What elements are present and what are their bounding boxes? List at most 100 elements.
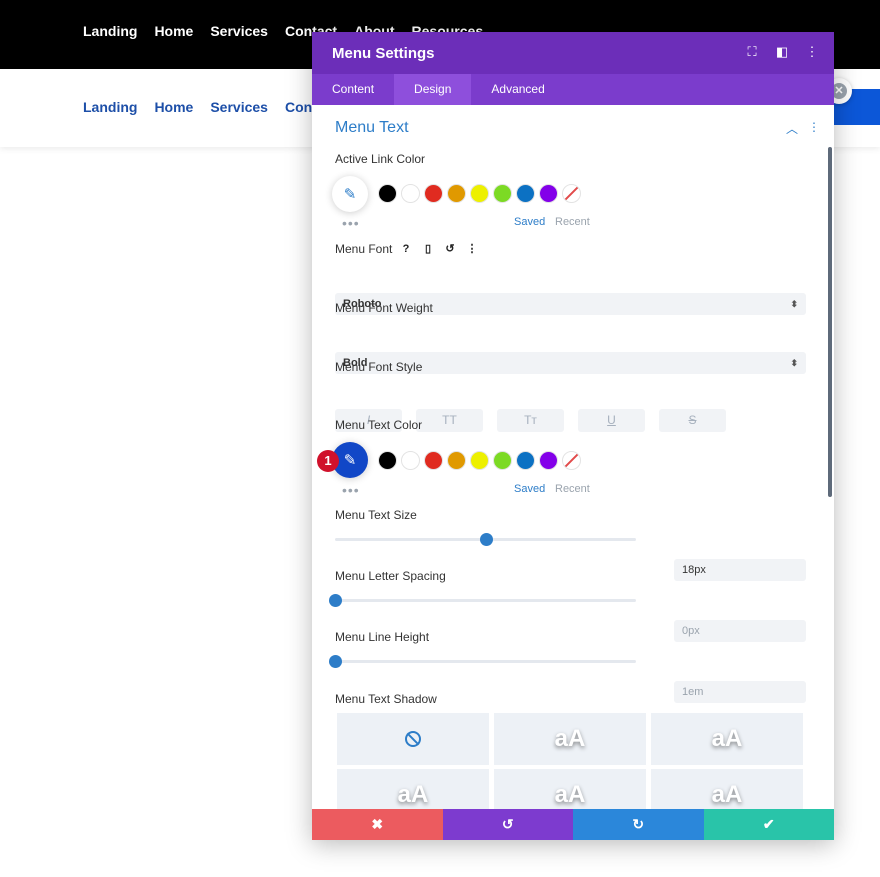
- reset-icon[interactable]: ↺: [445, 243, 455, 255]
- section-more-icon[interactable]: ⋮: [808, 120, 820, 134]
- more-colors-icon[interactable]: •••: [342, 215, 360, 231]
- cancel-button[interactable]: ✖: [312, 809, 443, 840]
- menu-letter-spacing-input[interactable]: 0px: [674, 620, 806, 642]
- eyedropper-icon: ✎: [343, 186, 357, 203]
- modal-header-actions: ⛶ ◧ ⋮: [744, 44, 820, 60]
- active-link-color-picker[interactable]: ✎: [332, 176, 368, 212]
- menu-text-size-input[interactable]: 18px: [674, 559, 806, 581]
- menu-line-height-input[interactable]: 1em: [674, 681, 806, 703]
- uppercase-button[interactable]: TT: [416, 409, 483, 432]
- help-icon[interactable]: ?: [402, 243, 410, 255]
- top-nav-item[interactable]: Home: [154, 23, 194, 39]
- menu-font-value: Roboto: [343, 298, 382, 310]
- menu-letter-spacing-label: Menu Letter Spacing: [335, 569, 446, 583]
- undo-button[interactable]: ↺: [442, 809, 573, 840]
- menu-text-shadow-label: Menu Text Shadow: [335, 692, 437, 706]
- color-swatch[interactable]: [493, 184, 512, 203]
- color-swatch[interactable]: [401, 184, 420, 203]
- color-swatch[interactable]: [424, 451, 443, 470]
- modal-footer: ✖ ↺ ↻ ✔: [312, 809, 834, 840]
- slider-handle[interactable]: [329, 655, 342, 668]
- tab-advanced[interactable]: Advanced: [491, 82, 545, 96]
- select-arrow-icon: ⬍: [790, 358, 798, 368]
- menu-line-height-label: Menu Line Height: [335, 630, 430, 644]
- section-title[interactable]: Menu Text: [335, 119, 409, 136]
- scrollbar[interactable]: [828, 147, 832, 497]
- underline-button[interactable]: U: [578, 409, 645, 432]
- menu-font-weight-value: Bold: [343, 357, 368, 369]
- color-swatch[interactable]: [424, 184, 443, 203]
- slider-handle[interactable]: [329, 594, 342, 607]
- no-color-swatch[interactable]: [562, 451, 581, 470]
- recent-colors-tab[interactable]: Recent: [555, 483, 590, 495]
- menu-font-label: Menu Font: [335, 242, 393, 256]
- sub-nav-item[interactable]: Services: [210, 99, 268, 115]
- color-swatch[interactable]: [470, 184, 489, 203]
- select-arrow-icon: ⬍: [790, 299, 798, 309]
- strikethrough-button[interactable]: S: [659, 409, 726, 432]
- top-nav-item[interactable]: Services: [210, 23, 268, 39]
- shadow-preview-text: aA: [554, 725, 586, 752]
- modal-header: Menu Settings ⛶ ◧ ⋮: [312, 32, 834, 74]
- step-badge: 1: [317, 450, 339, 472]
- section-controls: ︿ ⋮: [786, 120, 820, 137]
- shadow-preset[interactable]: aA: [494, 769, 646, 809]
- sub-nav-item[interactable]: Home: [154, 99, 194, 115]
- fullscreen-icon[interactable]: ⛶: [747, 44, 757, 59]
- shadow-preset[interactable]: aA: [651, 713, 803, 765]
- chevron-up-icon[interactable]: ︿: [785, 122, 798, 136]
- no-color-swatch[interactable]: [562, 184, 581, 203]
- responsive-icon[interactable]: ▯: [424, 243, 432, 255]
- menu-font-weight-label: Menu Font Weight: [335, 301, 433, 315]
- shadow-preset-none[interactable]: [337, 713, 489, 765]
- modal-tabs: Content Design Advanced: [312, 74, 834, 105]
- shadow-preset[interactable]: aA: [337, 769, 489, 809]
- color-swatch[interactable]: [470, 451, 489, 470]
- color-swatch[interactable]: [539, 451, 558, 470]
- top-nav-item[interactable]: Landing: [83, 23, 138, 39]
- color-swatch[interactable]: [516, 451, 535, 470]
- saved-colors-tab[interactable]: Saved: [514, 483, 546, 495]
- color-swatch[interactable]: [493, 451, 512, 470]
- eyedropper-icon: ✎: [343, 452, 357, 469]
- saved-colors-tab[interactable]: Saved: [514, 216, 546, 228]
- color-swatch[interactable]: [447, 451, 466, 470]
- menu-letter-spacing-slider[interactable]: [329, 594, 636, 607]
- color-swatch[interactable]: [378, 184, 397, 203]
- sub-nav-item[interactable]: Landing: [83, 99, 138, 115]
- more-options-icon[interactable]: ⋮: [805, 44, 819, 59]
- color-swatch[interactable]: [447, 184, 466, 203]
- more-colors-icon[interactable]: •••: [342, 482, 360, 498]
- save-button[interactable]: ✔: [703, 809, 834, 840]
- shadow-preset[interactable]: aA: [494, 713, 646, 765]
- menu-font-weight-select[interactable]: Bold ⬍: [335, 352, 806, 374]
- shadow-preset[interactable]: aA: [651, 769, 803, 809]
- menu-text-size-label: Menu Text Size: [335, 508, 417, 522]
- slider-handle[interactable]: [479, 533, 493, 546]
- font-more-icon[interactable]: ⋮: [466, 243, 478, 255]
- menu-font-select[interactable]: Roboto ⬍: [335, 293, 806, 315]
- menu-line-height-slider[interactable]: [329, 655, 636, 668]
- shadow-preview-text: aA: [397, 781, 429, 808]
- redo-button[interactable]: ↻: [573, 809, 704, 840]
- text-shadow-presets: aA aA aA aA aA: [337, 713, 803, 809]
- capitalize-button[interactable]: Tт: [497, 409, 564, 432]
- sub-nav: Landing Home Services Contact: [83, 99, 337, 115]
- italic-button[interactable]: I: [335, 409, 402, 432]
- tab-design[interactable]: Design: [394, 74, 472, 105]
- color-swatch[interactable]: [516, 184, 535, 203]
- no-shadow-icon: [405, 731, 421, 747]
- shadow-preview-text: aA: [554, 781, 586, 808]
- menu-text-size-slider[interactable]: [335, 533, 636, 546]
- close-icon: ✕: [831, 83, 847, 99]
- split-view-icon[interactable]: ◧: [775, 44, 789, 59]
- tab-content[interactable]: Content: [332, 82, 375, 96]
- menu-font-style-buttons: I TT Tт U S: [335, 409, 726, 432]
- color-swatch[interactable]: [539, 184, 558, 203]
- modal-title: Menu Settings: [332, 45, 435, 62]
- menu-text-color-label: Menu Text Color: [335, 418, 423, 432]
- recent-colors-tab[interactable]: Recent: [555, 216, 590, 228]
- color-swatch[interactable]: [401, 451, 420, 470]
- menu-font-style-label: Menu Font Style: [335, 360, 423, 374]
- color-swatch[interactable]: [378, 451, 397, 470]
